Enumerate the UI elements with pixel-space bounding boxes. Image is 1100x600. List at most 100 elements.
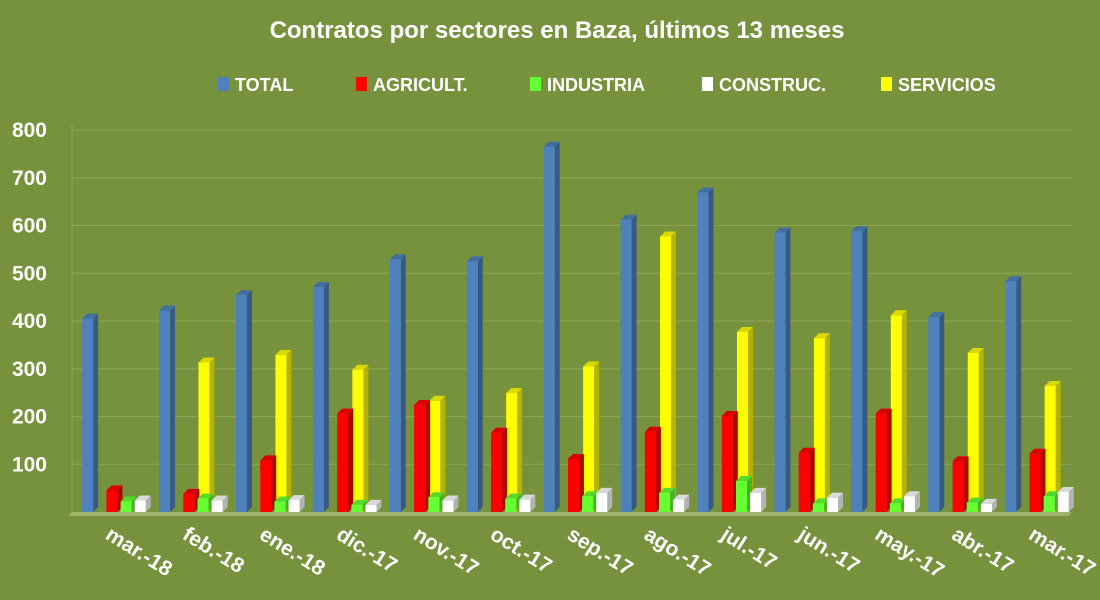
bar-top (750, 487, 767, 493)
bar-total (466, 256, 483, 512)
bar-side (1055, 380, 1061, 512)
x-tick-label: sep.-17 (563, 523, 637, 581)
bar-agricult (1029, 448, 1046, 512)
bar-front (697, 192, 709, 513)
bar-side (376, 499, 382, 512)
bar-top (519, 494, 536, 500)
bar-side (400, 254, 406, 512)
bar-side (530, 494, 536, 512)
bar-front (198, 362, 210, 512)
bar-agricult (798, 447, 815, 512)
bar-front (106, 490, 118, 512)
bar-servicios (890, 310, 907, 512)
bar-side (963, 456, 969, 512)
bar-side (708, 187, 714, 513)
y-axis-ticks: 100 200 300 400 500 600 700 800 (12, 119, 47, 476)
bar-servicios (736, 326, 753, 512)
bar-construc (288, 495, 305, 512)
bar-top (211, 495, 228, 501)
bar-construc (365, 499, 382, 512)
bar-top (428, 492, 445, 498)
bar-front (519, 499, 531, 512)
bar-top (659, 487, 676, 493)
bar-top (1043, 491, 1060, 497)
bar-top (774, 227, 791, 233)
y-tick-label: 700 (12, 167, 47, 190)
bar-side (453, 495, 459, 512)
legend: TOTAL AGRICULT. INDUSTRIA CONSTRUC. SERVICIO… (218, 75, 996, 95)
bar-front (620, 219, 632, 512)
bar-side (862, 226, 868, 513)
bar-top (928, 312, 945, 318)
y-tick-label: 600 (12, 215, 47, 238)
bar-front (750, 492, 762, 512)
bar-top (183, 488, 200, 494)
bar-top (274, 496, 291, 502)
bar-industria (505, 493, 522, 512)
bar-top (567, 453, 584, 459)
bar-top (1029, 448, 1046, 454)
bar-top (491, 427, 508, 433)
bar-servicios (429, 395, 446, 512)
bar-top (543, 141, 560, 147)
bar-agricult (260, 455, 277, 512)
bar-top (198, 357, 215, 363)
y-tick-label: 500 (12, 262, 47, 285)
bar-front (260, 460, 272, 512)
bar-construc (134, 495, 151, 512)
bar-agricult (721, 411, 738, 512)
bar-top (697, 187, 714, 193)
bar-front (197, 498, 209, 512)
bar-agricult (952, 456, 969, 512)
bar-construc (442, 495, 459, 512)
bar-front (1029, 453, 1041, 512)
bar-front (1005, 281, 1017, 512)
bar-top (197, 493, 214, 499)
bar-front (183, 493, 195, 512)
bar-front (798, 452, 810, 512)
bar-servicios (352, 364, 369, 512)
bar-side (978, 347, 984, 512)
bar-side (914, 491, 920, 512)
legend-swatch (356, 77, 367, 91)
legend-label: CONSTRUC. (719, 75, 826, 95)
bar-front (82, 318, 94, 512)
bar-total (235, 290, 252, 512)
bar-total (928, 312, 945, 512)
bar-front (889, 503, 901, 512)
bar-top (260, 455, 277, 461)
bar-front (466, 261, 478, 512)
bar-construc (211, 495, 228, 512)
bar-top (1057, 486, 1074, 492)
y-tick-label: 200 (12, 406, 47, 429)
bar-side (323, 282, 329, 512)
bar-front (442, 500, 454, 512)
bar-top (582, 491, 599, 497)
bar-front (1057, 491, 1069, 512)
bar-side (222, 495, 228, 512)
bar-industria (659, 487, 676, 512)
bar-total (851, 226, 868, 513)
bar-industria (197, 493, 214, 512)
legend-swatch (881, 77, 892, 91)
bar-top (644, 426, 661, 432)
bar-side (209, 357, 215, 512)
bar-agricult (567, 453, 584, 512)
bar-side (145, 495, 151, 512)
legend-swatch (530, 77, 541, 91)
bar-construc (673, 494, 690, 512)
bar-top (583, 361, 600, 367)
bar-side (477, 256, 483, 512)
bar-top (721, 411, 738, 417)
bar-side (363, 364, 369, 512)
bar-construc (519, 494, 536, 512)
bar-agricult (644, 426, 661, 512)
y-tick-label: 100 (12, 453, 47, 476)
bar-front (491, 432, 503, 512)
bar-front (966, 502, 978, 512)
bar-top (1044, 380, 1061, 386)
bar-front (903, 496, 915, 512)
bar-agricult (875, 408, 892, 512)
bar-servicios (813, 333, 830, 512)
bar-front (851, 231, 863, 513)
